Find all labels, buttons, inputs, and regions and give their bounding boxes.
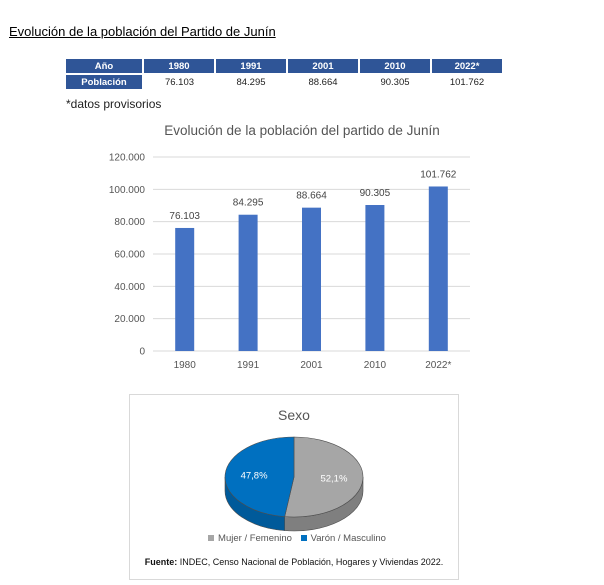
source-note: Fuente: INDEC, Censo Nacional de Poblaci… — [130, 557, 458, 567]
legend-swatch-female — [208, 534, 215, 541]
year-cell: 1991 — [215, 59, 288, 75]
bar — [175, 227, 195, 351]
legend-label-male: Varón / Masculino — [310, 533, 386, 544]
value-cell: 84.295 — [236, 76, 266, 88]
value-cell: 76.103 — [164, 76, 195, 88]
pie-chart: 52,1% 47,8% — [224, 436, 364, 532]
pie-data-label: 52,1% — [320, 474, 347, 485]
data-label: 76.103 — [169, 211, 200, 222]
y-tick-label: 20.000 — [114, 314, 145, 325]
pie-slice — [284, 436, 364, 518]
value-cell: 90.305 — [380, 76, 410, 88]
value-cell: 101.762 — [449, 76, 485, 88]
x-tick-label: 1991 — [237, 360, 260, 371]
bar — [428, 186, 448, 351]
value-cell: 88.664 — [308, 76, 338, 88]
y-tick-label: 60.000 — [114, 250, 145, 261]
pie-slice — [224, 436, 295, 517]
bar — [365, 205, 385, 351]
data-label: 84.295 — [233, 198, 264, 209]
year-cell: 2010 — [359, 59, 432, 75]
pie-chart-title: Sexo — [278, 407, 310, 423]
y-tick-label: 0 — [139, 347, 145, 358]
y-tick-label: 100.000 — [109, 185, 146, 196]
year-cell: 2022* — [431, 59, 504, 75]
data-label: 88.664 — [296, 191, 327, 202]
x-tick-label: 1980 — [174, 360, 197, 371]
table-population-row: Población 76.103 84.295 88.664 90.305 10… — [66, 74, 503, 89]
bar-chart: 0 20.000 40.000 60.000 80.000 100.000 120.000 7… — [109, 153, 470, 371]
population-table: Año 1980 1991 2001 2010 2022* Población … — [66, 59, 504, 89]
provisional-note: *datos provisorios — [66, 97, 162, 111]
legend-label-female: Mujer / Femenino — [218, 533, 292, 544]
header-label-cell: Año — [66, 59, 144, 75]
data-label: 90.305 — [360, 188, 391, 199]
year-cell: 1980 — [143, 59, 216, 75]
y-tick-label: 120.000 — [109, 153, 146, 164]
pie-chart-panel: Sexo 52,1% 47,8% Mujer / Femenino Varón /… — [129, 394, 459, 580]
table-header-row: Año 1980 1991 2001 2010 2022* — [66, 59, 504, 75]
bar — [302, 207, 321, 351]
data-label: 101.762 — [420, 169, 457, 180]
document-title: Evolución de la población del Partido de… — [9, 24, 276, 39]
bar — [238, 214, 258, 351]
x-tick-label: 2001 — [300, 360, 323, 371]
pie-legend: Mujer / Femenino Varón / Masculino — [130, 533, 458, 544]
legend-swatch-male — [300, 534, 307, 541]
bar-chart-title: Evolución de la población del partido de… — [164, 123, 440, 138]
source-text: INDEC, Censo Nacional de Población, Hoga… — [177, 557, 444, 567]
year-cell: 2001 — [287, 59, 360, 75]
source-label: Fuente: — [144, 557, 178, 567]
x-tick-label: 2022* — [425, 360, 451, 371]
y-tick-label: 80.000 — [114, 217, 145, 228]
pie-data-label: 47,8% — [241, 470, 268, 481]
row-label-cell: Población — [66, 74, 144, 89]
x-tick-label: 2010 — [364, 360, 387, 371]
y-tick-label: 40.000 — [114, 282, 145, 293]
